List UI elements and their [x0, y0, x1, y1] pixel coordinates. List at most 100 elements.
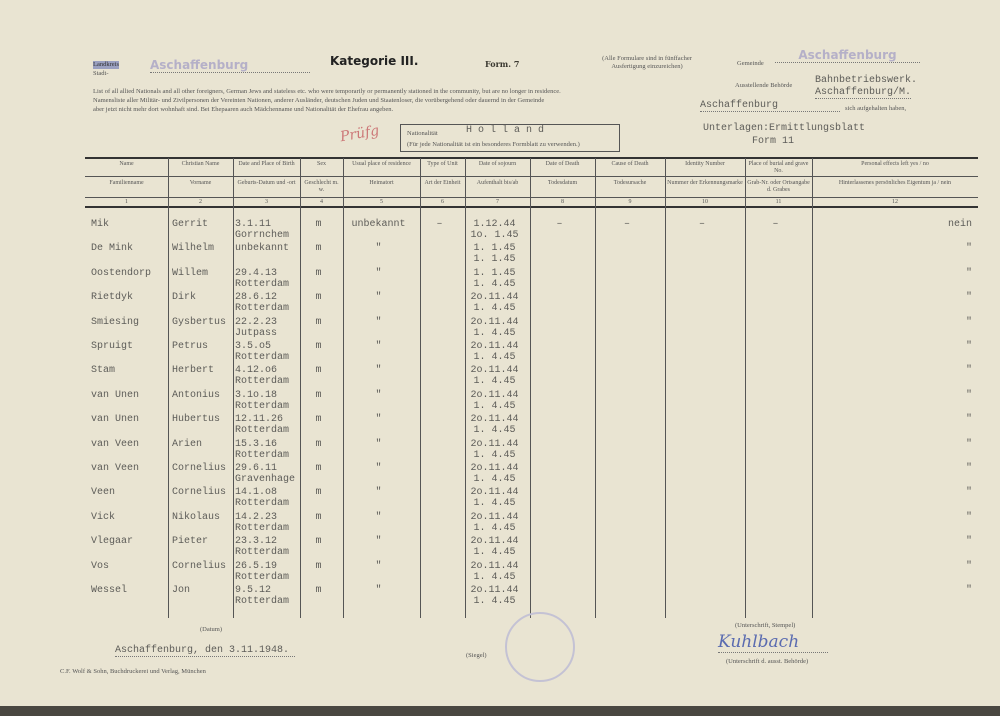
column-header-no: 12 — [892, 199, 898, 205]
cell-birth2: Jutpass — [235, 327, 278, 339]
cell-stay2: 1. 4.45 — [473, 498, 516, 510]
cell-home: " — [375, 438, 382, 450]
table-row: van Unen Hubertus 12.11.26 m " 2o.11.44 " Rotte… — [85, 414, 978, 438]
cell-birth1: unbekannt — [235, 243, 290, 255]
cell-sex: m — [315, 536, 322, 548]
cell-birth2: Gorrnchem — [235, 230, 290, 241]
column-header-en: Christian Name — [181, 161, 220, 167]
cell-name: van Veen — [91, 438, 140, 450]
column-divider — [665, 158, 666, 618]
cell-stay2: 1. 4.45 — [473, 376, 516, 388]
cell-effects: " — [965, 536, 972, 548]
column-header-en: Place of burial and grave No. — [748, 161, 809, 174]
cell-effects: " — [965, 560, 972, 572]
cell-sex: m — [315, 560, 322, 572]
column-divider — [300, 158, 301, 618]
cell-home: " — [375, 316, 382, 328]
landkreis-label: Landkreis — [93, 61, 119, 69]
column-header-en: Type of Unit — [427, 161, 458, 167]
cell-first: Gysbertus — [172, 316, 227, 328]
cell-birth1: 29.4.13 — [235, 267, 278, 279]
intro-german-3: aber jetzt nicht mehr dort wohnhaft sind… — [93, 106, 394, 113]
cell-first: Nikolaus — [172, 511, 221, 523]
cell-stay1: 2o.11.44 — [470, 365, 519, 377]
cell-first: Hubertus — [172, 414, 221, 426]
cell-first: Antonius — [172, 389, 221, 401]
cell-birth1: 28.6.12 — [235, 292, 278, 304]
place-date: Aschaffenburg, den 3.11.1948. — [115, 645, 295, 657]
cell-birth2: Rotterdam — [235, 303, 290, 315]
cell-home: " — [375, 243, 382, 255]
cell-cause: – — [623, 219, 630, 230]
cell-sex: m — [315, 365, 322, 377]
stadt-label: Stadt- — [93, 70, 109, 77]
cell-effects: " — [965, 365, 972, 377]
cell-effects: " — [965, 316, 972, 328]
cell-death: – — [556, 219, 563, 230]
table-row: van Veen Arien 15.3.16 m " 2o.11.44 " Rotterdam… — [85, 439, 978, 463]
intro-english: List of all allied Nationals and all oth… — [93, 88, 561, 95]
cell-sex: m — [315, 487, 322, 499]
cell-effects: " — [965, 243, 972, 255]
column-header-no: 3 — [265, 199, 268, 205]
cell-birth1: 3.1o.18 — [235, 389, 278, 401]
cell-stay1: 1. 1.45 — [473, 267, 516, 279]
table-top-rule — [85, 157, 978, 159]
intro-german-2: sich aufgehalten haben, — [845, 105, 907, 112]
column-header-de: Hinterlassenes persönliches Eigentum ja … — [838, 180, 952, 186]
cell-stay1: 2o.11.44 — [470, 414, 519, 426]
cell-sex: m — [315, 389, 322, 401]
table-row: Spruigt Petrus 3.5.o5 m " 2o.11.44 " Rotterdam 1… — [85, 341, 978, 365]
category-title: Kategorie III. — [330, 54, 419, 68]
cell-effects: nein — [947, 219, 972, 230]
column-divider — [168, 158, 169, 618]
column-header-de: Familienname — [109, 180, 144, 186]
column-header-en: Date of Death — [545, 161, 580, 167]
cell-home: " — [375, 365, 382, 377]
cell-stay1: 2o.11.44 — [470, 585, 519, 596]
cell-birth2: Rotterdam — [235, 596, 290, 607]
header-rule — [85, 176, 978, 177]
cell-birth1: 4.12.o6 — [235, 365, 278, 377]
column-header-en: Name — [119, 161, 134, 167]
cell-home: " — [375, 560, 382, 572]
cell-effects: " — [965, 511, 972, 523]
table-row: Smiesing Gysbertus 22.2.23 m " 2o.11.44 " Jutpa… — [85, 317, 978, 341]
cell-stay2: 1. 4.45 — [473, 474, 516, 485]
column-header-de: Geburts-Datum und -ort — [237, 180, 296, 186]
intro-place: Aschaffenburg — [700, 100, 840, 112]
cell-name: Wessel — [91, 585, 128, 596]
cell-name: Oostendorp — [91, 267, 152, 279]
cell-sex: m — [315, 438, 322, 450]
column-header-no: 6 — [441, 199, 444, 205]
cell-stay1: 2o.11.44 — [470, 560, 519, 572]
cell-birth1: 3.5.o5 — [235, 341, 272, 352]
header-number-rule — [85, 197, 978, 198]
handwritten-mark: Prüfg — [338, 122, 381, 146]
gemeinde-value: Aschaffenburg — [775, 48, 920, 63]
cell-sex: m — [315, 341, 322, 352]
nationality-label: Nationalität — [407, 130, 438, 137]
cell-home: " — [375, 585, 382, 596]
cell-sex: m — [315, 463, 322, 474]
column-header-de: Art der Einheit — [424, 180, 461, 186]
cell-sex: m — [315, 219, 322, 230]
cell-birth2: Rotterdam — [235, 400, 290, 412]
cell-effects: " — [965, 585, 972, 596]
column-header-no: 7 — [496, 199, 499, 205]
table-row: Vlegaar Pieter 23.3.12 m " 2o.11.44 " Rotterdam… — [85, 536, 978, 560]
table-row: Vick Nikolaus 14.2.23 m " 2o.11.44 " Rotterdam 1… — [85, 512, 978, 536]
cell-home: " — [375, 487, 382, 499]
cell-first: Cornelius — [172, 487, 227, 499]
behoerde-label: Ausstellende Behörde — [735, 82, 793, 89]
cell-stay1: 2o.11.44 — [470, 463, 519, 474]
cell-effects: " — [965, 292, 972, 304]
cell-first: Willem — [172, 267, 209, 279]
basis-line-1: Unterlagen:Ermittlungsblatt — [703, 123, 866, 134]
cell-home: " — [375, 341, 382, 352]
table-row: Rietdyk Dirk 28.6.12 m " 2o.11.44 " Rotterdam 1.… — [85, 292, 978, 316]
cell-birth1: 15.3.16 — [235, 438, 278, 450]
cell-home: " — [375, 267, 382, 279]
cell-stay2: 1. 4.45 — [473, 449, 516, 461]
